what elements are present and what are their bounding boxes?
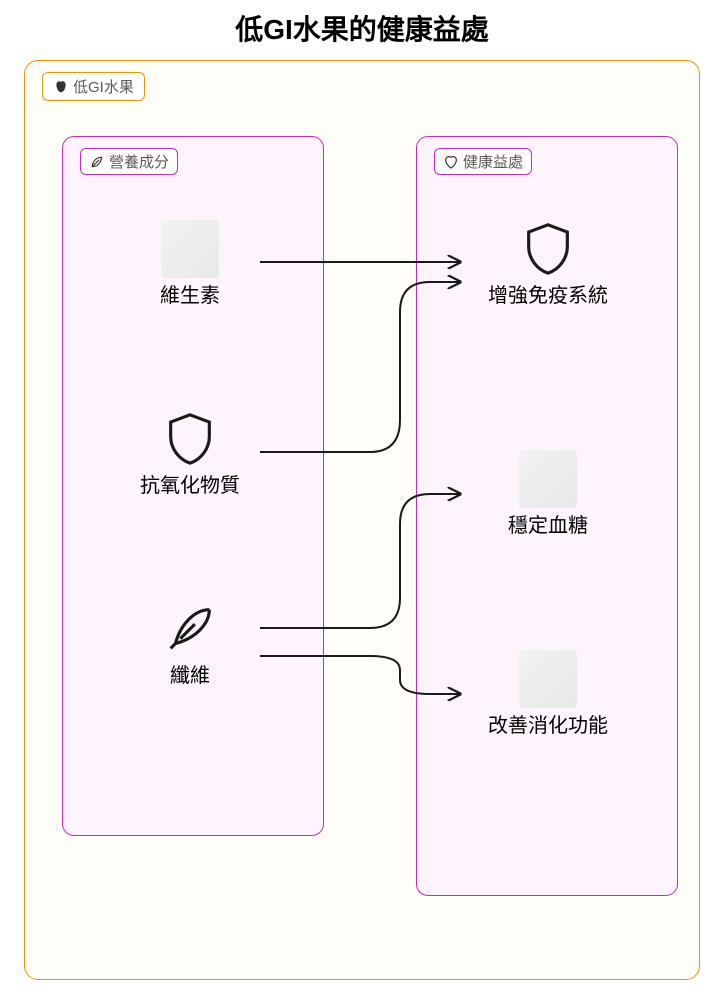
- node-label: 穩定血糖: [478, 514, 618, 539]
- node-fiber: 纖維: [120, 600, 260, 689]
- node-bloodsugar: 穩定血糖: [478, 450, 618, 539]
- node-label: 抗氧化物質: [120, 474, 260, 499]
- node-label: 改善消化功能: [478, 714, 618, 739]
- outer-legend-label: 低GI水果: [73, 76, 134, 97]
- node-label: 增強免疫系統: [478, 284, 618, 309]
- shield-icon: [519, 220, 577, 278]
- node-vitamins: 維生素: [120, 220, 260, 309]
- node-label: 維生素: [120, 284, 260, 309]
- benefits-legend: 健康益處: [434, 148, 532, 175]
- placeholder-icon: [519, 450, 577, 508]
- benefits-legend-label: 健康益處: [463, 151, 523, 172]
- node-label: 纖維: [120, 664, 260, 689]
- node-digestion: 改善消化功能: [478, 650, 618, 739]
- node-antioxidants: 抗氧化物質: [120, 410, 260, 499]
- shield-icon: [161, 410, 219, 468]
- feather-icon: [161, 600, 219, 658]
- node-immune: 增強免疫系統: [478, 220, 618, 309]
- heart-icon: [443, 154, 459, 170]
- apple-icon: [53, 79, 69, 95]
- nutrients-legend: 營養成分: [80, 148, 178, 175]
- placeholder-icon: [161, 220, 219, 278]
- outer-legend: 低GI水果: [42, 72, 145, 101]
- leaf-icon: [89, 154, 105, 170]
- placeholder-icon: [519, 650, 577, 708]
- diagram-title: 低GI水果的健康益處: [0, 8, 724, 48]
- nutrients-legend-label: 營養成分: [109, 151, 169, 172]
